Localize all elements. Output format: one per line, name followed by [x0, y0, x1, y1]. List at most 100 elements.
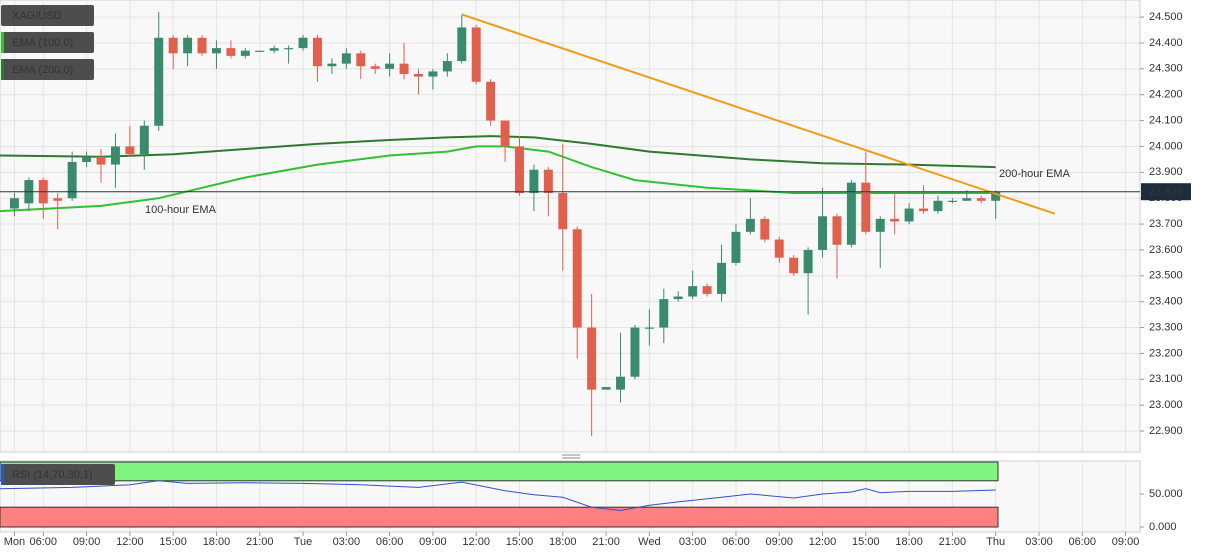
- candle-body: [53, 198, 63, 201]
- candle-body: [529, 169, 539, 194]
- candle-body: [139, 125, 149, 155]
- candle-body: [875, 218, 885, 232]
- legend-box: [1, 59, 94, 80]
- candle-body: [688, 286, 698, 297]
- candle-body: [457, 27, 467, 62]
- candle-body: [168, 37, 178, 54]
- y-tick-label: 23.200: [1149, 347, 1183, 359]
- candle-body: [82, 156, 92, 162]
- legend-label: XAG/USD: [12, 10, 62, 22]
- candle-body: [327, 63, 337, 67]
- x-tick-label: 09:00: [419, 536, 447, 548]
- annotation: 100-hour EMA: [145, 204, 217, 216]
- candle-body: [125, 146, 135, 155]
- candle-body: [601, 387, 611, 390]
- candle-body: [356, 53, 366, 67]
- candle-body: [298, 37, 308, 49]
- legend-box: [1, 32, 94, 53]
- panel-splitter[interactable]: [562, 454, 580, 459]
- candle-body: [240, 50, 250, 56]
- rsi-panel: [0, 461, 999, 528]
- candle-body: [284, 48, 294, 50]
- x-tick-label: 15:00: [159, 536, 187, 548]
- candle-body: [846, 182, 856, 245]
- legend-swatch: [1, 32, 4, 53]
- y-tick-label: 23.300: [1149, 321, 1183, 333]
- y-tick-label: 0.000: [1149, 521, 1177, 533]
- legend-label: EMA (200,0): [12, 64, 73, 76]
- candle-body: [702, 286, 712, 294]
- candle-body: [976, 198, 986, 201]
- candle-body: [962, 198, 972, 201]
- x-tick-label: 12:00: [462, 536, 490, 548]
- candle-body: [110, 146, 120, 165]
- last-price-label: 23.825: [1149, 186, 1183, 198]
- candle-body: [226, 48, 236, 56]
- candle-body: [428, 71, 438, 77]
- candle-body: [442, 61, 452, 72]
- overbought-zone: [0, 461, 999, 482]
- y-tick-label: 24.100: [1149, 114, 1183, 126]
- x-tick-label: 21:00: [939, 536, 967, 548]
- x-tick-label: 18:00: [203, 536, 231, 548]
- x-tick-label: 09:00: [73, 536, 101, 548]
- x-tick-label: 03:00: [1025, 536, 1053, 548]
- legend-label: RSI (14,70,30,1): [12, 469, 93, 481]
- annotation: 200-hour EMA: [999, 168, 1071, 180]
- candle-body: [933, 200, 943, 212]
- candle-body: [370, 66, 380, 69]
- x-tick-label: 15:00: [506, 536, 534, 548]
- x-tick-label: 18:00: [895, 536, 923, 548]
- y-tick-label: 24.200: [1149, 89, 1183, 101]
- x-tick-label: 06:00: [1069, 536, 1097, 548]
- legend-swatch: [1, 59, 4, 80]
- candle-body: [269, 48, 279, 51]
- x-tick-label: Mon: [4, 536, 25, 548]
- candle-body: [731, 231, 741, 263]
- candle-body: [414, 73, 423, 77]
- legend-box: [1, 5, 94, 26]
- y-tick-label: 22.900: [1149, 425, 1183, 437]
- candle-body: [558, 193, 568, 230]
- x-tick-label: Wed: [638, 536, 660, 548]
- x-tick-label: Tue: [294, 536, 313, 548]
- candle-body: [197, 37, 207, 54]
- oversold-zone: [0, 506, 999, 528]
- x-tick-label: 12:00: [809, 536, 837, 548]
- x-tick-label: 06:00: [376, 536, 404, 548]
- legend-swatch: [1, 464, 4, 485]
- candle-body: [341, 53, 351, 64]
- candle-body: [717, 262, 726, 294]
- labels: Mon 06:00 09:00 12:00 15:00 18:00 21:00 Tue 03:0…: [1, 5, 1191, 548]
- y-tick-label: 50.000: [1149, 488, 1183, 500]
- candle-body: [255, 50, 265, 52]
- candle-body: [471, 27, 481, 82]
- candle-body: [890, 218, 900, 222]
- candle-body: [9, 198, 19, 209]
- main-plot-area: [0, 0, 1141, 453]
- candle-body: [774, 239, 784, 258]
- candle-body: [630, 327, 640, 377]
- candle-body: [818, 216, 828, 250]
- candle-body: [919, 208, 929, 212]
- x-tick-label: Thu: [986, 536, 1005, 548]
- y-tick-label: 24.400: [1149, 37, 1183, 49]
- y-tick-label: 23.100: [1149, 373, 1183, 385]
- candle-body: [991, 191, 1001, 201]
- x-tick-label: 06:00: [722, 536, 750, 548]
- y-tick-label: 24.000: [1149, 140, 1183, 152]
- ema-line: [0, 135, 996, 169]
- candle-body: [312, 37, 322, 67]
- x-tick-label: 15:00: [852, 536, 880, 548]
- candle-body: [572, 229, 582, 328]
- y-tick-label: 23.400: [1149, 296, 1183, 308]
- candle-body: [861, 182, 871, 232]
- candle-body: [644, 327, 654, 329]
- y-tick-label: 23.900: [1149, 166, 1183, 178]
- y-tick-label: 24.300: [1149, 63, 1183, 75]
- x-tick-label: 18:00: [549, 536, 577, 548]
- candle-body: [760, 218, 770, 240]
- x-tick-label: 06:00: [30, 536, 58, 548]
- rsi-line: [0, 480, 996, 512]
